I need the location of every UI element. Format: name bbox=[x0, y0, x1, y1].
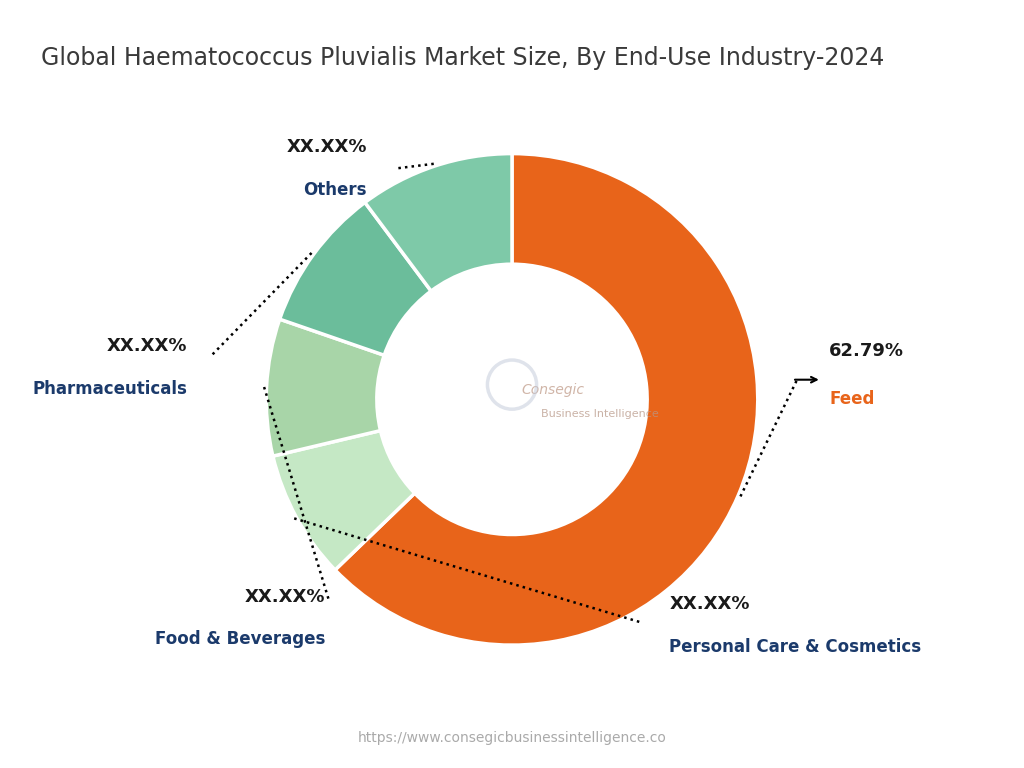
Text: Consegic: Consegic bbox=[522, 382, 585, 396]
Text: Pharmaceuticals: Pharmaceuticals bbox=[33, 379, 187, 398]
Text: XX.XX%: XX.XX% bbox=[287, 138, 367, 156]
Text: Business Intelligence: Business Intelligence bbox=[542, 409, 659, 419]
Text: https://www.consegicbusinessintelligence.co: https://www.consegicbusinessintelligence… bbox=[357, 731, 667, 745]
Text: Global Haematococcus Pluvialis Market Size, By End-Use Industry-2024: Global Haematococcus Pluvialis Market Si… bbox=[41, 46, 885, 70]
Wedge shape bbox=[280, 203, 431, 356]
Wedge shape bbox=[335, 154, 758, 645]
Text: XX.XX%: XX.XX% bbox=[245, 588, 326, 606]
Text: XX.XX%: XX.XX% bbox=[670, 595, 750, 613]
Text: Personal Care & Cosmetics: Personal Care & Cosmetics bbox=[670, 637, 922, 656]
Text: 62.79%: 62.79% bbox=[829, 342, 904, 360]
Wedge shape bbox=[266, 319, 384, 456]
Text: Feed: Feed bbox=[829, 389, 874, 408]
Text: Others: Others bbox=[303, 180, 367, 199]
Text: Food & Beverages: Food & Beverages bbox=[155, 631, 326, 648]
Wedge shape bbox=[272, 431, 415, 570]
Wedge shape bbox=[365, 154, 512, 291]
Text: XX.XX%: XX.XX% bbox=[108, 337, 187, 355]
